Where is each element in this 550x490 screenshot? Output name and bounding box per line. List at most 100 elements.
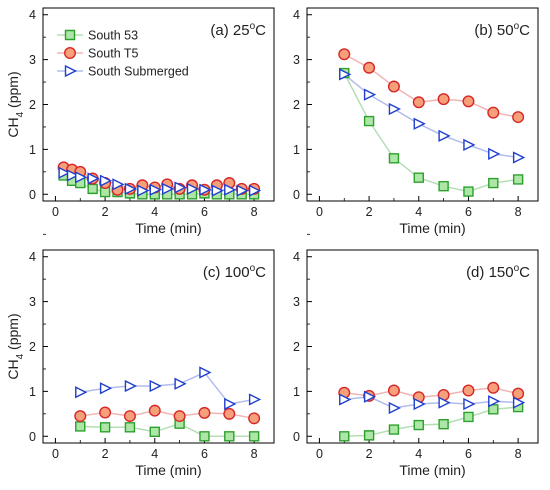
data-point [463,397,476,411]
data-point [512,151,526,164]
data-point [149,183,162,196]
data-point [161,182,175,196]
data-point [75,421,86,432]
y-tick-label: 4 [29,8,36,22]
panel-d: 0 1 2 3 4 0 2 4 6 8 Time (min) (d) 150oC [293,233,539,478]
x-tick-label: 6 [201,205,208,219]
x-tick-label: 2 [102,447,109,461]
x-tick-label: 4 [151,205,158,219]
y-axis-title-subscript: 4 [15,111,26,117]
data-point [438,418,449,430]
data-point [388,401,402,415]
data-point [413,397,426,411]
data-point [199,366,212,379]
panel-label-text: (a) 25 [210,22,249,39]
data-point [248,393,262,406]
data-point [186,182,200,196]
panel-label-text: (c) 100 [203,264,250,281]
data-point [137,184,150,197]
legend-marker [64,64,78,78]
data-point [123,410,136,423]
data-point [438,129,451,143]
data-point [174,181,187,194]
data-point [148,404,161,417]
data-point [224,183,237,196]
x-tick-label: 0 [52,447,59,461]
data-point [413,117,426,130]
data-point [388,102,402,116]
y-axis-title-unit: (ppm) [5,313,21,353]
panel-label: (c) 100oC [203,263,266,281]
celsius-unit: C [255,22,266,39]
data-point [438,396,451,409]
y-tick-label: 0 [29,430,36,444]
data-point [363,88,377,101]
panel-label: (d) 150oC [466,263,530,281]
panel-label: (a) 25oC [210,21,266,39]
y-tick-label: 1 [29,143,36,157]
y-tick-label: 3 [293,53,300,67]
x-tick-label: 8 [251,447,258,461]
y-tick-label: 2 [293,340,300,354]
celsius-unit: C [255,264,266,281]
x-tick-label: 8 [515,205,522,219]
panel-label-text: (d) 150 [466,264,514,281]
y-tick-label: 1 [293,143,300,157]
x-tick-label: 0 [316,447,323,461]
data-point [99,174,113,187]
y-axis-title-main: CH [5,117,21,137]
data-point [512,174,524,185]
data-point [388,424,400,435]
data-point [75,386,88,399]
degree-symbol: o [250,21,256,32]
y-tick-label: 3 [293,295,300,309]
legend-marker [63,47,76,60]
celsius-unit: C [519,264,530,281]
legend: South 53 South T5 South Submerged [57,29,189,79]
legend-label: South T5 [88,47,139,61]
x-tick-label: 6 [201,447,208,461]
y-tick-label: 0 [293,430,300,444]
data-point [211,184,224,197]
data-point [487,381,500,394]
y-tick-label: 2 [293,98,300,112]
data-point [149,426,160,437]
data-point [488,177,499,189]
data-point [99,422,111,433]
legend-label: South Submerged [88,65,189,79]
data-point [488,404,499,415]
y-tick-label: 0 [293,188,300,202]
data-point [387,384,400,397]
data-point [488,395,501,408]
data-point [512,396,526,409]
x-axis-title: Time (min) [135,220,201,236]
y-axis-title-unit: (ppm) [5,71,21,111]
legend-label: South 53 [88,29,138,43]
data-point [248,412,261,425]
data-point [512,387,525,400]
data-point [463,138,476,152]
data-point [463,411,474,423]
data-point [224,431,235,442]
data-point [87,183,98,195]
y-axis-title-subscript: 4 [15,353,26,359]
y-tick-label: 3 [29,53,36,67]
data-point [413,419,424,431]
data-point [58,166,71,179]
x-tick-label: 6 [465,447,472,461]
y-axis-title: CH4 (ppm) [5,313,26,379]
data-point [199,183,212,196]
y-axis-title-main: CH [5,359,21,379]
data-point [74,410,87,423]
data-point [363,115,375,127]
x-tick-label: 0 [52,205,59,219]
data-point [339,393,352,406]
data-point [124,182,138,196]
data-point [388,153,400,164]
series-line [343,72,519,193]
data-point [124,422,136,433]
data-point [363,390,377,403]
x-tick-label: 8 [515,447,522,461]
